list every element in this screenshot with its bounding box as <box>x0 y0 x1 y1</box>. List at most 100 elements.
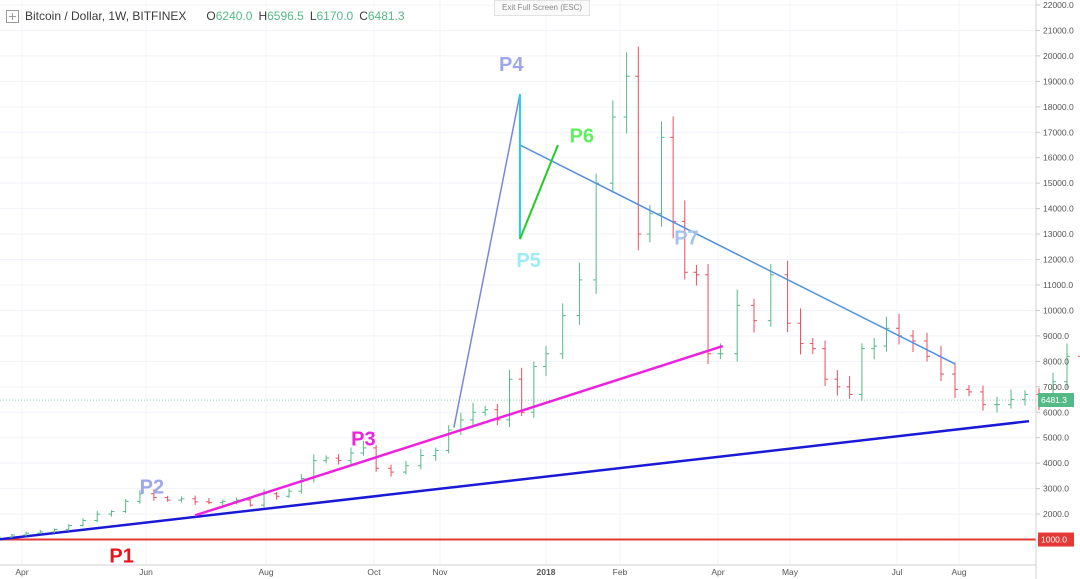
y-tick-label: 13000.0 <box>1043 229 1074 239</box>
y-tick-label: 11000.0 <box>1043 280 1073 290</box>
ohlc-bar <box>693 264 700 286</box>
time-axis[interactable]: Apr Jun Aug Oct Nov 2018 Feb Apr May Jul Aug <box>0 564 1036 577</box>
ohlc-bar <box>822 340 829 387</box>
ohlc-bar <box>1064 343 1070 389</box>
ohlc-bar <box>323 455 330 464</box>
x-tick-label: Nov <box>432 567 448 577</box>
exit-fullscreen-button[interactable]: Exit Full Screen (ESC) <box>494 0 590 16</box>
ohlc-bar <box>506 370 513 428</box>
trend-line <box>519 144 956 365</box>
ohlc-bar <box>543 345 549 377</box>
ohlc-bar <box>952 362 958 398</box>
annotation-label: P2 <box>140 477 164 499</box>
ohlc-bar <box>94 510 101 523</box>
current-price-label: 6481.3 <box>1041 395 1067 405</box>
x-tick-label: Aug <box>951 567 966 577</box>
annotation-label: P4 <box>499 54 524 76</box>
ohlc-bar <box>670 116 677 239</box>
trend-lines <box>0 419 1036 541</box>
ohlc-bar <box>559 303 566 360</box>
ohlc-bar <box>797 308 804 355</box>
annotation-label: P6 <box>570 125 594 147</box>
x-tick-label: Aug <box>258 567 273 577</box>
ohlc-bar <box>871 337 878 360</box>
x-tick-label: Oct <box>367 567 381 577</box>
y-tick-label: 4000.0 <box>1043 458 1069 468</box>
chart-header: Bitcoin / Dollar, 1W, BITFINEX O 6240.0 H… <box>6 6 405 26</box>
ohlc-bar <box>858 343 865 401</box>
y-tick-label: 8000.0 <box>1043 356 1069 366</box>
ohlc-bar <box>79 518 86 527</box>
trend-line <box>194 344 724 517</box>
ohlc-bar <box>122 499 129 513</box>
x-tick-label: Feb <box>613 567 628 577</box>
p6-rebound-line <box>519 144 559 240</box>
ohlc-bar <box>1022 390 1028 406</box>
y-tick-label: 19000.0 <box>1043 76 1074 86</box>
ohlc-bar <box>8 533 15 539</box>
y-tick-label: 17000.0 <box>1043 127 1074 137</box>
ohlc-bar <box>883 316 890 352</box>
y-tick-label: 12000.0 <box>1043 255 1074 265</box>
ohlc-bar <box>37 529 44 534</box>
level-tag <box>1038 532 1074 547</box>
ohlc-bar <box>150 489 157 501</box>
ohlc-bar <box>482 405 489 417</box>
symbol-title: Bitcoin / Dollar, 1W, BITFINEX <box>25 9 187 23</box>
y-tick-label: 2000.0 <box>1043 509 1069 519</box>
ohlc-bar <box>767 264 774 327</box>
current-price-tag <box>1038 393 1074 408</box>
ohlc-bar <box>388 464 395 477</box>
ohlc-bar <box>980 385 986 411</box>
ohlc-bar <box>51 528 58 534</box>
ohlc-bar <box>178 496 185 503</box>
ohlc-bar <box>846 375 853 399</box>
ohlc-bar <box>108 510 115 517</box>
close-value: 6481.3 <box>367 9 405 23</box>
y-tick-label: 9000.0 <box>1043 331 1069 341</box>
ohlc-bar <box>360 440 367 456</box>
ohlc-bar <box>734 289 741 362</box>
ohlc-bar <box>910 330 916 352</box>
annotation-label: P5 <box>516 250 540 272</box>
x-tick-label: 2018 <box>537 567 556 577</box>
ohlc-bar <box>609 100 616 193</box>
level-label: 1000.0 <box>1041 535 1067 545</box>
ohlc-bar <box>347 447 354 466</box>
ohlc-bar <box>192 495 199 505</box>
trend-line <box>0 419 1030 541</box>
ohlc-bar <box>924 332 930 362</box>
ohlc-bar <box>432 447 439 461</box>
high-value: 6596.5 <box>267 9 304 23</box>
x-tick-label: Apr <box>15 567 28 577</box>
annotation-label: P1 <box>109 546 133 568</box>
annotation-label: P7 <box>674 227 698 249</box>
ohlc-bar <box>751 298 757 333</box>
ohlc-bar <box>938 346 944 382</box>
ohlc-bar <box>417 448 424 470</box>
ohlc-bar <box>681 200 688 280</box>
ohlc-bar <box>402 460 409 475</box>
y-tick-label: 3000.0 <box>1043 484 1069 494</box>
ohlc-bar <box>530 361 537 418</box>
y-tick-label: 10000.0 <box>1043 305 1074 315</box>
x-tick-label: Jul <box>892 567 903 577</box>
ohlc-bar <box>623 52 630 134</box>
x-tick-label: Jun <box>139 567 153 577</box>
ohlc-bar <box>1008 389 1014 409</box>
ohlc-bar <box>273 491 280 500</box>
ohlc-bar <box>136 490 143 504</box>
ohlc-bar <box>635 46 642 251</box>
ohlc-bar <box>784 260 791 333</box>
ohlc-bar <box>518 367 525 417</box>
y-tick-label: 15000.0 <box>1043 178 1074 188</box>
ohlc-bar <box>494 403 501 426</box>
expand-icon[interactable] <box>6 9 19 23</box>
ohlc-bar <box>205 498 212 505</box>
ohlc-bar <box>809 338 816 355</box>
price-axis[interactable]: 22000.0 21000.0 20000.0 19000.0 18000.0 17000… <box>1035 0 1074 579</box>
y-tick-label: 6000.0 <box>1043 407 1069 417</box>
y-tick-label: 16000.0 <box>1043 153 1074 163</box>
annotation-labels: P1 P2 P3 P4 P5 P6 P7 <box>109 54 698 567</box>
